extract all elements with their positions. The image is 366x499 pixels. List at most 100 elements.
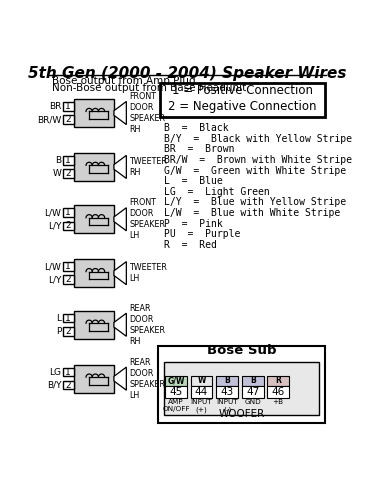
Text: BR: BR [49,102,61,111]
Text: 2 = Negative Connection: 2 = Negative Connection [168,100,317,113]
Text: G/W: G/W [167,376,184,385]
Text: REAR
DOOR
SPEAKER
LH: REAR DOOR SPEAKER LH [130,357,165,400]
Text: W: W [52,169,61,178]
Bar [63,368,74,376]
Bar [268,376,289,386]
Text: G/W  =  Green with White Stripe: G/W = Green with White Stripe [164,166,346,176]
Bar [158,345,325,423]
Bar [63,156,74,165]
Text: R  =  Red: R = Red [164,240,216,250]
Text: BR  =  Brown: BR = Brown [164,144,234,154]
Text: INPUT
(-): INPUT (-) [216,400,238,413]
Bar [242,386,264,398]
Text: 2: 2 [66,381,71,390]
Bar [74,153,114,181]
Text: 5th Gen (2000 - 2004) Speaker Wires: 5th Gen (2000 - 2004) Speaker Wires [28,66,347,81]
Text: 45: 45 [169,387,183,397]
Bar [63,169,74,178]
Bar [165,376,187,386]
Text: 2: 2 [66,169,71,178]
Bar [63,381,74,389]
Text: B  =  Black: B = Black [164,123,228,133]
Text: BR/W  =  Brown with White Stripe: BR/W = Brown with White Stripe [164,155,352,165]
Bar [242,376,264,386]
Text: 1: 1 [66,102,71,111]
Text: L/Y: L/Y [48,275,61,284]
Text: WOOFER: WOOFER [218,410,265,420]
Text: 2: 2 [66,115,71,124]
Polygon shape [114,101,126,125]
Text: PU  =  Purple: PU = Purple [164,229,240,240]
Bar [63,314,74,322]
Text: TWEETER
LH: TWEETER LH [130,263,167,283]
Text: L/Y  =  Blue with Yellow Stripe: L/Y = Blue with Yellow Stripe [164,198,346,208]
Text: L  =  Blue: L = Blue [164,176,222,186]
Bar [63,209,74,217]
Polygon shape [114,313,126,336]
Text: W: W [197,376,206,385]
Bar [191,376,212,386]
Text: 1 = Positive Connection: 1 = Positive Connection [172,84,313,97]
Bar [63,222,74,230]
Bar [63,327,74,335]
Polygon shape [114,208,126,231]
Text: 2: 2 [66,327,71,336]
Text: 46: 46 [272,387,285,397]
Text: AMP
ON/OFF: AMP ON/OFF [162,400,190,413]
Text: Bose output from Amp Plug: Bose output from Amp Plug [52,76,195,86]
Text: 2: 2 [66,222,71,231]
Text: P: P [56,327,61,336]
Text: INPUT
(+): INPUT (+) [191,400,212,413]
Text: L/Y: L/Y [48,222,61,231]
Bar [164,362,318,415]
Text: P  =  Pink: P = Pink [164,219,222,229]
Text: 43: 43 [220,387,234,397]
Text: B/Y: B/Y [47,381,61,390]
Bar [74,99,114,127]
Bar [63,262,74,271]
Bar [191,386,212,398]
Text: B/Y  =  Black with Yellow Stripe: B/Y = Black with Yellow Stripe [164,134,352,144]
Bar [63,275,74,284]
Text: GND: GND [244,400,261,406]
Bar [160,83,325,117]
Text: Bose Sub: Bose Sub [207,344,276,357]
Text: TWEETER
RH: TWEETER RH [130,157,167,177]
Text: FRONT
DOOR
SPEAKER
RH: FRONT DOOR SPEAKER RH [130,92,165,134]
Text: 2: 2 [66,275,71,284]
Text: B: B [250,376,255,385]
Bar [74,259,114,287]
Text: L/W: L/W [44,208,61,217]
Bar [268,386,289,398]
Text: 1: 1 [66,262,71,271]
Text: +B: +B [273,400,284,406]
Polygon shape [114,261,126,285]
Polygon shape [114,367,126,390]
Text: 1: 1 [66,368,71,377]
Text: Non-Bose output from Base Headunit: Non-Bose output from Base Headunit [52,83,246,93]
Bar [165,386,187,398]
Text: LG: LG [49,368,61,377]
Bar [63,115,74,124]
Text: 1: 1 [66,156,71,165]
Bar [74,311,114,339]
Text: 1: 1 [66,208,71,217]
Text: LG  =  Light Green: LG = Light Green [164,187,269,197]
Text: R: R [275,376,281,385]
Bar [63,102,74,111]
Text: B: B [224,376,230,385]
Bar [216,386,238,398]
Text: B: B [55,156,61,165]
Text: FRONT
DOOR
SPEAKER
LH: FRONT DOOR SPEAKER LH [130,198,165,241]
Text: 1: 1 [66,314,71,323]
Bar [216,376,238,386]
Text: L/W: L/W [44,262,61,271]
Text: BR/W: BR/W [37,115,61,124]
Bar [74,206,114,233]
Text: 44: 44 [195,387,208,397]
Bar [74,365,114,393]
Text: 47: 47 [246,387,259,397]
Polygon shape [114,155,126,179]
Text: L: L [56,314,61,323]
Text: L/W  =  Blue with White Stripe: L/W = Blue with White Stripe [164,208,340,218]
